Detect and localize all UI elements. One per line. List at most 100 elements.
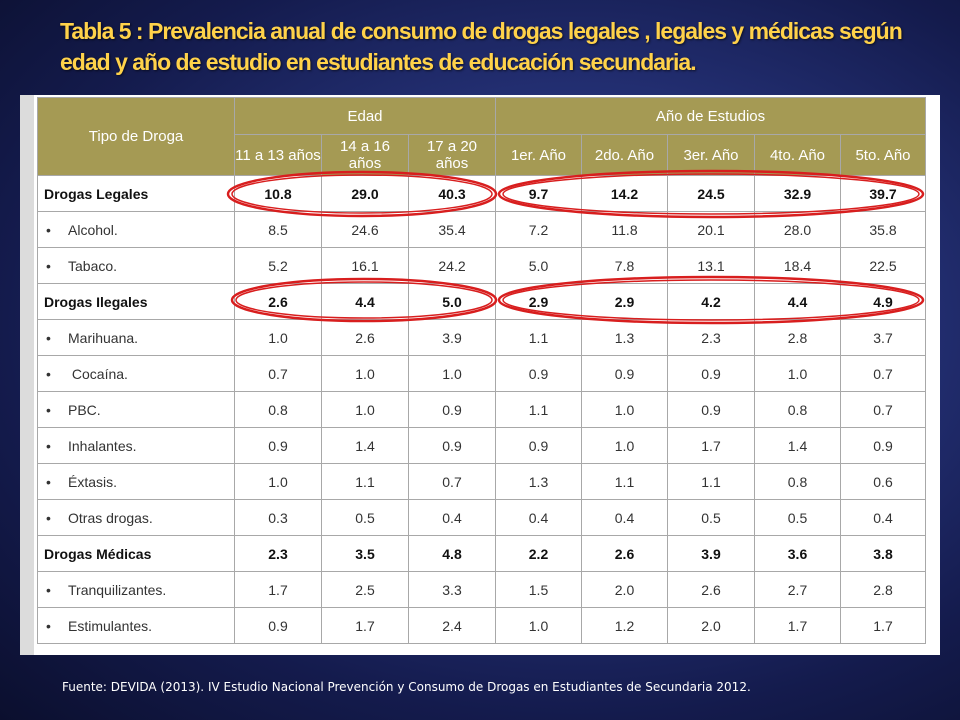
value-cell: 1.0 <box>234 463 322 500</box>
bullet-icon: • <box>46 617 51 634</box>
table-row: • Éxtasis. 1.0 1.1 0.7 1.3 1.1 1.1 0.8 0.6 <box>37 463 927 500</box>
value-cell: 0.5 <box>754 499 841 536</box>
bullet-icon: • <box>46 437 51 454</box>
value-cell: 29.0 <box>321 175 409 212</box>
value-cell: 1.7 <box>667 427 755 464</box>
drug-name-cell: • Éxtasis. <box>37 463 235 500</box>
value-cell: 1.7 <box>839 607 927 644</box>
value-cell: 4.4 <box>321 283 409 320</box>
value-cell: 3.3 <box>408 571 496 608</box>
header-edad: Edad <box>234 97 496 135</box>
drug-name: Inhalantes. <box>68 437 137 454</box>
value-cell: 0.9 <box>495 427 582 464</box>
value-cell: 0.8 <box>754 391 841 428</box>
value-cell: 2.6 <box>234 283 322 320</box>
value-cell: 1.4 <box>321 427 409 464</box>
value-cell: 3.5 <box>321 535 409 572</box>
value-cell: 1.2 <box>581 607 668 644</box>
value-cell: 0.9 <box>667 391 755 428</box>
drug-name: PBC. <box>68 401 101 418</box>
value-cell: 0.6 <box>839 463 927 500</box>
value-cell: 1.7 <box>321 607 409 644</box>
value-cell: 2.2 <box>495 535 582 572</box>
value-cell: 1.3 <box>581 319 668 356</box>
value-cell: 5.0 <box>495 247 582 284</box>
bullet-icon: • <box>46 581 51 598</box>
header-col: 3er. Año <box>667 134 755 176</box>
drug-name: Tabaco. <box>68 257 118 274</box>
table-row: • PBC. 0.8 1.0 0.9 1.1 1.0 0.9 0.8 0.7 <box>37 391 927 428</box>
table-row: • Tranquilizantes. 1.7 2.5 3.3 1.5 2.0 2.6 2.7 2.… <box>37 571 927 608</box>
value-cell: 2.9 <box>581 283 668 320</box>
bullet-icon: • <box>46 401 51 418</box>
value-cell: 10.8 <box>234 175 322 212</box>
value-cell: 18.4 <box>754 247 841 284</box>
value-cell: 2.3 <box>234 535 322 572</box>
table-row: • Alcohol. 8.5 24.6 35.4 7.2 11.8 20.1 28.0 35.8 <box>37 211 927 248</box>
value-cell: 2.3 <box>667 319 755 356</box>
drug-name-cell: • PBC. <box>37 391 235 428</box>
value-cell: 4.4 <box>754 283 841 320</box>
header-anio-estudios: Año de Estudios <box>494 97 927 135</box>
table-body: Drogas Legales 10.8 29.0 40.3 9.7 14.2 24.5 32.… <box>37 175 927 644</box>
value-cell: 28.0 <box>754 211 841 248</box>
value-cell: 1.1 <box>495 319 582 356</box>
value-cell: 2.8 <box>754 319 841 356</box>
value-cell: 2.5 <box>321 571 409 608</box>
value-cell: 0.9 <box>495 355 582 392</box>
bullet-icon: • <box>46 509 51 526</box>
header-col: 14 a 16 años <box>321 134 409 176</box>
header-tipo-droga: Tipo de Droga <box>37 97 235 176</box>
drug-name: Marihuana. <box>68 329 139 346</box>
value-cell: 0.9 <box>234 427 322 464</box>
value-cell: 2.0 <box>581 571 668 608</box>
value-cell: 1.4 <box>754 427 841 464</box>
value-cell: 0.4 <box>581 499 668 536</box>
table-row: • Marihuana. 1.0 2.6 3.9 1.1 1.3 2.3 2.8 3.7 <box>37 319 927 356</box>
table-row: • Tabaco. 5.2 16.1 24.2 5.0 7.8 13.1 18.4 22.5 <box>37 247 927 284</box>
value-cell: 0.4 <box>408 499 496 536</box>
value-cell: 1.0 <box>321 391 409 428</box>
value-cell: 13.1 <box>667 247 755 284</box>
drug-name-cell: • Cocaína. <box>37 355 235 392</box>
value-cell: 1.5 <box>495 571 582 608</box>
value-cell: 1.0 <box>581 427 668 464</box>
value-cell: 22.5 <box>839 247 927 284</box>
drug-name-cell: Drogas Ilegales <box>37 283 235 320</box>
table-row: • Estimulantes. 0.9 1.7 2.4 1.0 1.2 2.0 1.7 1.7 <box>37 607 927 644</box>
value-cell: 1.0 <box>408 355 496 392</box>
value-cell: 24.6 <box>321 211 409 248</box>
value-cell: 4.9 <box>839 283 927 320</box>
value-cell: 0.9 <box>667 355 755 392</box>
drug-name-cell: • Marihuana. <box>37 319 235 356</box>
value-cell: 24.5 <box>667 175 755 212</box>
value-cell: 3.9 <box>408 319 496 356</box>
value-cell: 0.9 <box>408 391 496 428</box>
drug-name: Cocaína. <box>68 365 128 382</box>
drug-name: Estimulantes. <box>68 617 153 634</box>
drug-name-cell: • Tabaco. <box>37 247 235 284</box>
value-cell: 35.4 <box>408 211 496 248</box>
value-cell: 2.6 <box>581 535 668 572</box>
drug-name-cell: • Tranquilizantes. <box>37 571 235 608</box>
drug-name-cell: Drogas Legales <box>37 175 235 212</box>
value-cell: 2.6 <box>321 319 409 356</box>
value-cell: 1.1 <box>321 463 409 500</box>
drug-name-cell: Drogas Médicas <box>37 535 235 572</box>
value-cell: 1.0 <box>581 391 668 428</box>
value-cell: 1.7 <box>234 571 322 608</box>
value-cell: 2.7 <box>754 571 841 608</box>
value-cell: 1.0 <box>321 355 409 392</box>
value-cell: 20.1 <box>667 211 755 248</box>
drug-prevalence-table: Tipo de Droga Edad Año de Estudios 11 a … <box>37 97 927 644</box>
value-cell: 7.8 <box>581 247 668 284</box>
value-cell: 16.1 <box>321 247 409 284</box>
value-cell: 0.7 <box>839 355 927 392</box>
group-row: Drogas Médicas 2.3 3.5 4.8 2.2 2.6 3.9 3.6 3.8 <box>37 535 927 572</box>
panel-left-strip <box>20 95 34 655</box>
value-cell: 1.0 <box>495 607 582 644</box>
value-cell: 9.7 <box>495 175 582 212</box>
drug-name-cell: • Inhalantes. <box>37 427 235 464</box>
value-cell: 0.4 <box>495 499 582 536</box>
drug-name-cell: • Estimulantes. <box>37 607 235 644</box>
